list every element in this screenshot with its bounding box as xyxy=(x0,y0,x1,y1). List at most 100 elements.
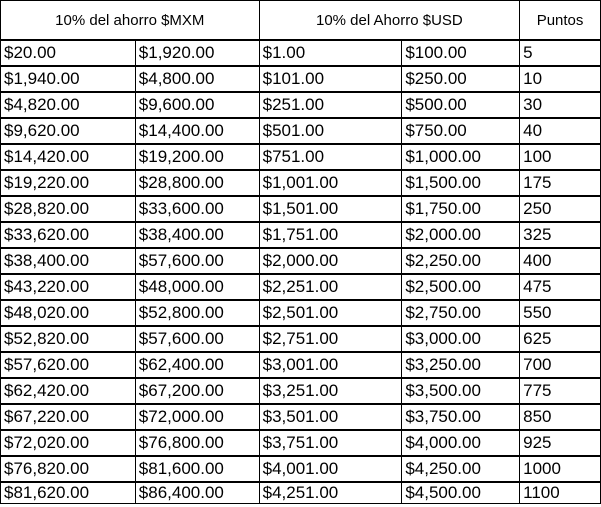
header-usd[interactable]: 10% del Ahorro $USD xyxy=(258,0,521,41)
cell-mxm-to[interactable]: $57,600.00 xyxy=(134,325,260,353)
cell-usd-from[interactable]: $2,000.00 xyxy=(258,247,403,275)
cell-points[interactable]: 5 xyxy=(519,39,601,67)
cell-mxm-to[interactable]: $57,600.00 xyxy=(134,247,260,275)
cell-usd-from[interactable]: $251.00 xyxy=(258,91,403,119)
cell-usd-from[interactable]: $3,251.00 xyxy=(258,377,403,405)
cell-usd-to[interactable]: $250.00 xyxy=(401,65,521,93)
cell-usd-to[interactable]: $750.00 xyxy=(401,117,521,145)
cell-mxm-from[interactable]: $9,620.00 xyxy=(0,117,136,145)
cell-mxm-from[interactable]: $72,020.00 xyxy=(0,429,136,457)
cell-mxm-from[interactable]: $19,220.00 xyxy=(0,169,136,197)
cell-points[interactable]: 100 xyxy=(519,143,601,171)
cell-mxm-from[interactable]: $62,420.00 xyxy=(0,377,136,405)
cell-usd-to[interactable]: $3,750.00 xyxy=(401,403,521,431)
cell-mxm-to[interactable]: $14,400.00 xyxy=(134,117,260,145)
cell-mxm-from[interactable]: $57,620.00 xyxy=(0,351,136,379)
cell-mxm-from[interactable]: $48,020.00 xyxy=(0,299,136,327)
cell-usd-to[interactable]: $4,500.00 xyxy=(401,481,521,504)
cell-usd-from[interactable]: $101.00 xyxy=(258,65,403,93)
cell-mxm-to[interactable]: $72,000.00 xyxy=(134,403,260,431)
cell-usd-from[interactable]: $501.00 xyxy=(258,117,403,145)
cell-mxm-to[interactable]: $81,600.00 xyxy=(134,455,260,483)
cell-points[interactable]: 550 xyxy=(519,299,601,327)
table-row: $19,220.00 $28,800.00 $1,001.00 $1,500.00 17… xyxy=(0,169,601,197)
table-row: $57,620.00 $62,400.00 $3,001.00 $3,250.00 70… xyxy=(0,351,601,379)
cell-mxm-from[interactable]: $81,620.00 xyxy=(0,481,136,504)
cell-usd-to[interactable]: $2,500.00 xyxy=(401,273,521,301)
cell-mxm-from[interactable]: $52,820.00 xyxy=(0,325,136,353)
cell-usd-to[interactable]: $1,000.00 xyxy=(401,143,521,171)
cell-usd-from[interactable]: $2,751.00 xyxy=(258,325,403,353)
cell-usd-from[interactable]: $751.00 xyxy=(258,143,403,171)
cell-mxm-to[interactable]: $76,800.00 xyxy=(134,429,260,457)
table-row: $33,620.00 $38,400.00 $1,751.00 $2,000.00 32… xyxy=(0,221,601,249)
cell-usd-from[interactable]: $1,501.00 xyxy=(258,195,403,223)
cell-usd-from[interactable]: $1,001.00 xyxy=(258,169,403,197)
header-points[interactable]: Puntos xyxy=(519,0,601,41)
cell-points[interactable]: 250 xyxy=(519,195,601,223)
cell-mxm-to[interactable]: $52,800.00 xyxy=(134,299,260,327)
cell-mxm-to[interactable]: $4,800.00 xyxy=(134,65,260,93)
table-header: 10% del ahorro $MXM 10% del Ahorro $USD … xyxy=(0,0,601,41)
cell-mxm-to[interactable]: $86,400.00 xyxy=(134,481,260,504)
cell-mxm-from[interactable]: $14,420.00 xyxy=(0,143,136,171)
cell-mxm-to[interactable]: $19,200.00 xyxy=(134,143,260,171)
cell-usd-from[interactable]: $2,251.00 xyxy=(258,273,403,301)
cell-mxm-from[interactable]: $43,220.00 xyxy=(0,273,136,301)
cell-usd-from[interactable]: $4,251.00 xyxy=(258,481,403,504)
cell-points[interactable]: 925 xyxy=(519,429,601,457)
cell-mxm-from[interactable]: $38,400.00 xyxy=(0,247,136,275)
cell-usd-from[interactable]: $1.00 xyxy=(258,39,403,67)
cell-mxm-to[interactable]: $9,600.00 xyxy=(134,91,260,119)
cell-usd-to[interactable]: $500.00 xyxy=(401,91,521,119)
cell-mxm-from[interactable]: $33,620.00 xyxy=(0,221,136,249)
cell-points[interactable]: 400 xyxy=(519,247,601,275)
cell-points[interactable]: 30 xyxy=(519,91,601,119)
cell-points[interactable]: 1100 xyxy=(519,481,601,504)
cell-usd-from[interactable]: $3,001.00 xyxy=(258,351,403,379)
cell-mxm-from[interactable]: $76,820.00 xyxy=(0,455,136,483)
cell-mxm-from[interactable]: $20.00 xyxy=(0,39,136,67)
cell-mxm-to[interactable]: $48,000.00 xyxy=(134,273,260,301)
cell-usd-to[interactable]: $2,750.00 xyxy=(401,299,521,327)
cell-points[interactable]: 475 xyxy=(519,273,601,301)
cell-usd-to[interactable]: $4,250.00 xyxy=(401,455,521,483)
cell-usd-to[interactable]: $1,500.00 xyxy=(401,169,521,197)
cell-points[interactable]: 700 xyxy=(519,351,601,379)
cell-usd-from[interactable]: $3,751.00 xyxy=(258,429,403,457)
cell-mxm-from[interactable]: $4,820.00 xyxy=(0,91,136,119)
cell-usd-to[interactable]: $3,250.00 xyxy=(401,351,521,379)
cell-usd-to[interactable]: $3,000.00 xyxy=(401,325,521,353)
cell-usd-to[interactable]: $100.00 xyxy=(401,39,521,67)
cell-mxm-to[interactable]: $1,920.00 xyxy=(134,39,260,67)
cell-mxm-from[interactable]: $28,820.00 xyxy=(0,195,136,223)
cell-mxm-to[interactable]: $67,200.00 xyxy=(134,377,260,405)
cell-mxm-to[interactable]: $62,400.00 xyxy=(134,351,260,379)
table-row: $38,400.00 $57,600.00 $2,000.00 $2,250.00 40… xyxy=(0,247,601,275)
cell-usd-to[interactable]: $3,500.00 xyxy=(401,377,521,405)
cell-points[interactable]: 325 xyxy=(519,221,601,249)
cell-points[interactable]: 775 xyxy=(519,377,601,405)
cell-usd-from[interactable]: $4,001.00 xyxy=(258,455,403,483)
cell-points[interactable]: 850 xyxy=(519,403,601,431)
cell-usd-from[interactable]: $3,501.00 xyxy=(258,403,403,431)
cell-mxm-from[interactable]: $67,220.00 xyxy=(0,403,136,431)
cell-usd-to[interactable]: $4,000.00 xyxy=(401,429,521,457)
cell-mxm-to[interactable]: $33,600.00 xyxy=(134,195,260,223)
cell-points[interactable]: 625 xyxy=(519,325,601,353)
cell-mxm-to[interactable]: $38,400.00 xyxy=(134,221,260,249)
cell-usd-from[interactable]: $2,501.00 xyxy=(258,299,403,327)
cell-usd-from[interactable]: $1,751.00 xyxy=(258,221,403,249)
table-row: $1,940.00 $4,800.00 $101.00 $250.00 10 xyxy=(0,65,601,93)
cell-points[interactable]: 40 xyxy=(519,117,601,145)
cell-usd-to[interactable]: $1,750.00 xyxy=(401,195,521,223)
table-row: $67,220.00 $72,000.00 $3,501.00 $3,750.00 85… xyxy=(0,403,601,431)
header-mxm[interactable]: 10% del ahorro $MXM xyxy=(0,0,260,41)
cell-points[interactable]: 175 xyxy=(519,169,601,197)
cell-usd-to[interactable]: $2,250.00 xyxy=(401,247,521,275)
cell-usd-to[interactable]: $2,000.00 xyxy=(401,221,521,249)
cell-mxm-to[interactable]: $28,800.00 xyxy=(134,169,260,197)
cell-points[interactable]: 10 xyxy=(519,65,601,93)
cell-mxm-from[interactable]: $1,940.00 xyxy=(0,65,136,93)
cell-points[interactable]: 1000 xyxy=(519,455,601,483)
